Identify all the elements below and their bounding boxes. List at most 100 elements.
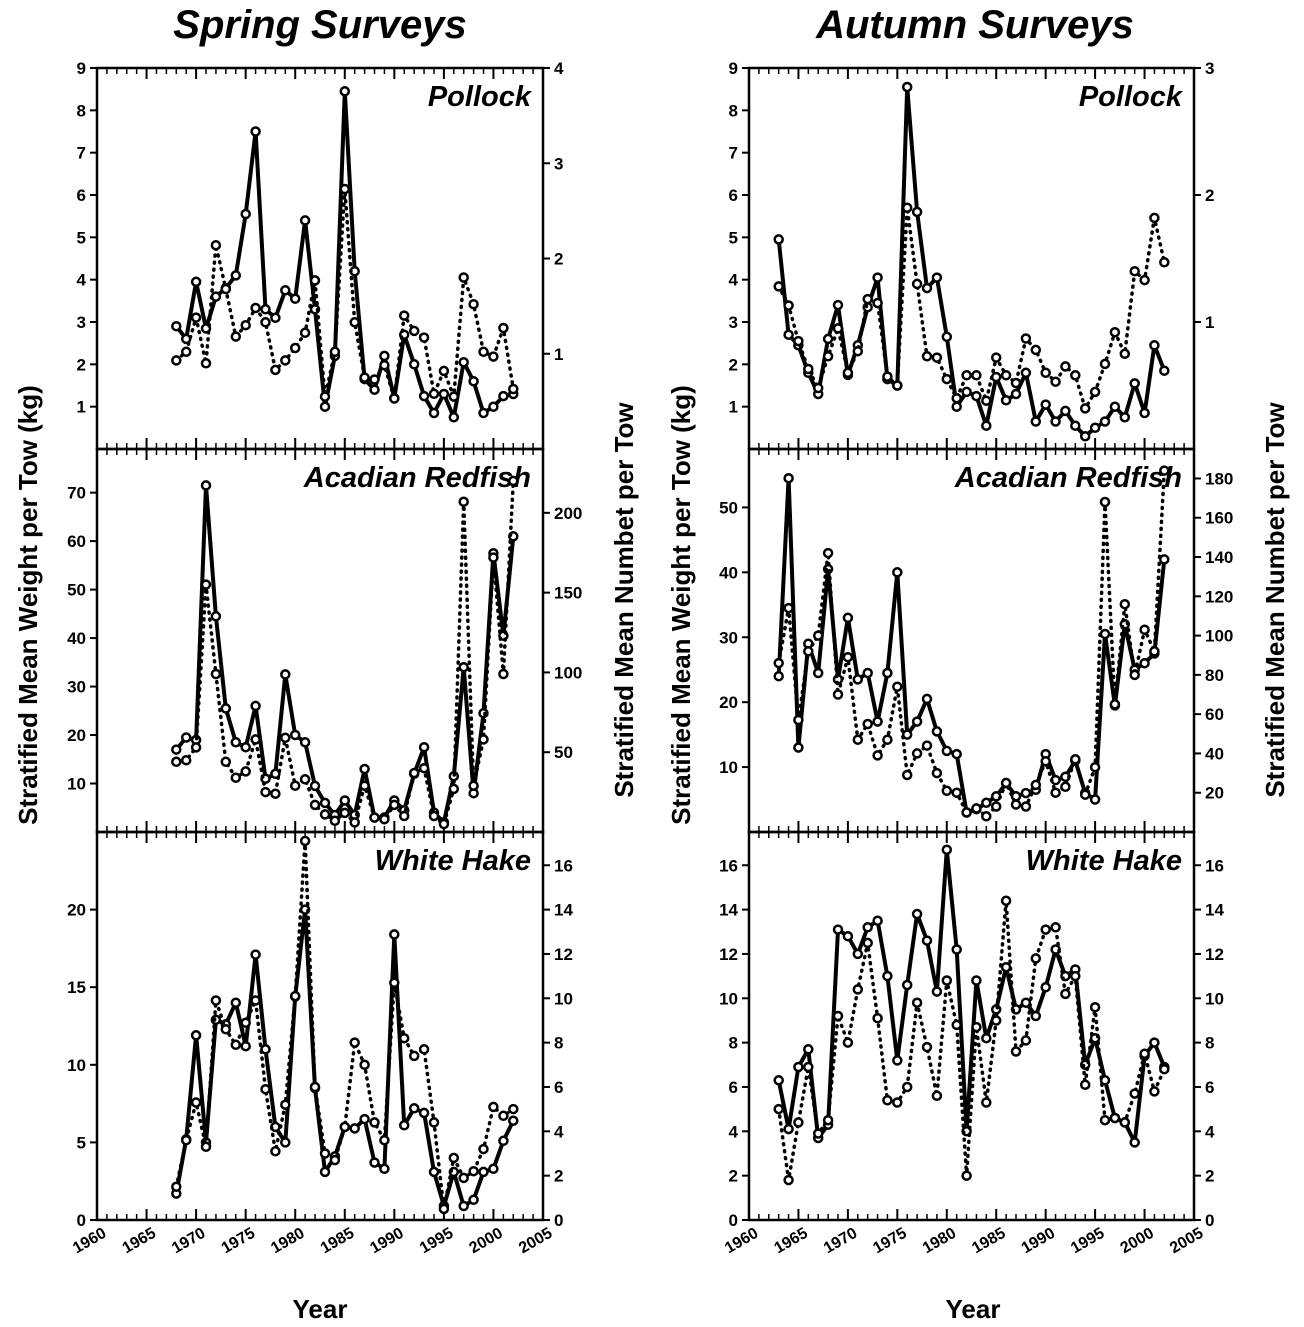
autumn-white-hake-number-series-point	[832, 1010, 844, 1022]
left-x-axis-title: Year	[293, 1294, 348, 1324]
autumn-white-hake-left-y-tick-label: 14	[719, 901, 738, 920]
autumn-acadian-redfish-number-series-point	[803, 646, 814, 657]
spring-pollock-number-series-point	[418, 332, 430, 343]
spring-pollock-weight-series-point	[408, 359, 420, 370]
spring-acadian-redfish-weight-series-point	[210, 611, 222, 622]
spring-white-hake-x-tick-label: 2005	[516, 1225, 555, 1258]
spring-acadian-redfish-number-series-point	[508, 475, 519, 487]
spring-white-hake-weight-series-point	[488, 1163, 499, 1175]
autumn-acadian-redfish-number-series-point	[842, 651, 854, 663]
spring-acadian-redfish-number-series-point	[319, 809, 331, 820]
autumn-pollock-number-series-point	[1099, 358, 1111, 370]
spring-white-hake-number-series-point	[428, 1117, 440, 1128]
spring-white-hake-right-y-tick-label: 14	[554, 901, 573, 920]
spring-acadian-redfish-number-series-point	[299, 774, 311, 785]
spring-white-hake-number-series-point	[349, 1037, 360, 1048]
autumn-pollock-weight-series-point	[1139, 407, 1150, 419]
spring-acadian-redfish-number-series-point	[289, 780, 301, 791]
spring-acadian-redfish-number-series-point	[260, 786, 271, 798]
spring-white-hake-number-series-point	[369, 1117, 380, 1128]
spring-acadian-redfish-left-y-tick-label: 50	[67, 581, 86, 600]
autumn-acadian-redfish-number-series-point	[1079, 789, 1091, 800]
spring-white-hake-number-series-point	[458, 1172, 469, 1184]
spring-acadian-redfish-number-series-line	[174, 479, 516, 828]
spring-acadian-redfish-number-series-point	[468, 780, 479, 791]
autumn-acadian-redfish-right-y-tick-label: 160	[1205, 509, 1233, 528]
spring-pollock-left-y-tick-label: 3	[77, 313, 86, 332]
spring-white-hake-left-y-tick-label: 10	[67, 1056, 86, 1075]
autumn-white-hake-weight-series-point	[1040, 981, 1051, 993]
spring-acadian-redfish-number-series-point	[498, 668, 509, 680]
spring-pollock-number-series-point	[458, 272, 469, 283]
spring-acadian-redfish-weight-series-point	[171, 744, 182, 755]
autumn-acadian-redfish-number-series-point	[892, 681, 903, 692]
spring-white-hake-number-series-point	[260, 1083, 271, 1095]
spring-acadian-redfish-weight-series-point	[230, 737, 242, 748]
autumn-acadian-redfish-number-series-point	[990, 801, 1002, 812]
autumn-pollock-number-series-point	[1159, 257, 1170, 268]
spring-white-hake-number-series-point	[418, 1044, 430, 1055]
spring-pollock-number-series-point	[428, 388, 440, 400]
spring-acadian-redfish-number-series-point	[190, 742, 202, 753]
autumn-acadian-redfish-weight-series-point	[911, 716, 923, 727]
left-y-axis-title: Stratified Mean Weight per Tow (kg)	[13, 385, 43, 825]
autumn-pollock-number-series-point	[1000, 370, 1012, 381]
autumn-white-hake-x-tick-label: 2005	[1167, 1225, 1206, 1258]
spring-pollock-number-series-point	[448, 391, 460, 402]
spring-acadian-redfish-left-y-tick-label: 60	[67, 532, 86, 551]
panels: 1234567891234Pollock10203040506070501001…	[67, 59, 1233, 1257]
autumn-white-hake-number-series-point	[1119, 1117, 1131, 1128]
autumn-acadian-redfish-weight-series-point	[1099, 628, 1111, 640]
autumn-acadian-redfish-number-series-point	[971, 803, 982, 814]
spring-white-hake-weight-series-point	[369, 1157, 380, 1168]
autumn-pollock-weight-series-point	[1159, 365, 1170, 376]
spring-pollock-number-series-point	[171, 355, 182, 366]
autumn-pollock-weight-series-point	[872, 272, 883, 283]
autumn-white-hake-number-series-point	[872, 1012, 883, 1024]
autumn-pollock-weight-series-point	[951, 401, 962, 412]
spring-white-hake-left-y-tick-label: 15	[67, 978, 86, 997]
autumn-white-hake-number-series-point	[1099, 1114, 1111, 1126]
autumn-acadian-redfish-number-series-point	[1119, 598, 1131, 610]
spring-pollock-weight-series-point	[488, 401, 499, 412]
spring-white-hake-x-tick-label: 1985	[318, 1225, 357, 1258]
spring-pollock-number-series-point	[210, 239, 222, 251]
autumn-pollock-weight-series-point	[981, 420, 992, 431]
autumn-white-hake-number-series-point	[1040, 924, 1051, 935]
spring-pollock-weight-series-point	[468, 376, 479, 387]
autumn-acadian-redfish-panel-name: Acadian Redfish	[954, 462, 1182, 494]
autumn-white-hake-weight-series-point	[911, 908, 923, 920]
spring-white-hake-right-y-tick-label: 6	[554, 1078, 563, 1097]
spring-pollock-number-series-point	[359, 372, 370, 383]
spring-pollock-weight-series-point	[339, 86, 351, 97]
spring-pollock-weight-series-point	[369, 384, 380, 395]
spring-pollock-number-series-point	[398, 310, 410, 321]
autumn-acadian-redfish-number-series-point	[793, 714, 804, 726]
spring-white-hake-frame	[95, 830, 545, 1222]
autumn-pollock-weight-series-point	[783, 329, 794, 340]
autumn-acadian-redfish-number-series-point	[1060, 781, 1071, 793]
autumn-acadian-redfish-number-series-point	[1020, 801, 1032, 812]
spring-acadian-redfish-weight-series-point	[180, 732, 192, 743]
spring-pollock-weight-series-point	[438, 388, 450, 400]
autumn-pollock-weight-series-point	[921, 282, 933, 294]
autumn-pollock-weight-series-point	[1040, 399, 1051, 410]
spring-pollock-weight-series-point	[458, 356, 469, 368]
spring-pollock-number-series-point	[270, 364, 281, 376]
autumn-acadian-redfish-left-y-tick-label: 50	[719, 498, 738, 517]
autumn-white-hake-weight-series-point	[793, 1061, 804, 1073]
spring-pollock-number-series-point	[329, 346, 341, 358]
spring-white-hake-weight-series-line	[174, 907, 516, 1208]
autumn-pollock-weight-series-point	[832, 299, 844, 311]
autumn-white-hake-number-series-line	[776, 900, 1167, 1181]
spring-white-hake-right-y-tick-label: 2	[554, 1167, 563, 1186]
autumn-white-hake-number-series-point	[1070, 970, 1081, 982]
autumn-acadian-redfish-number-series-point	[1089, 761, 1101, 773]
autumn-white-hake-number-series-point	[1109, 1112, 1121, 1124]
autumn-acadian-redfish-number-series-point	[911, 748, 923, 759]
spring-pollock-number-series-point	[498, 322, 509, 334]
autumn-white-hake-number-series-point	[773, 1103, 784, 1115]
autumn-pollock-number-series-point	[1089, 386, 1101, 398]
autumn-pollock-weight-series-point	[1119, 412, 1131, 423]
spring-acadian-redfish-number-series-point	[270, 788, 281, 799]
